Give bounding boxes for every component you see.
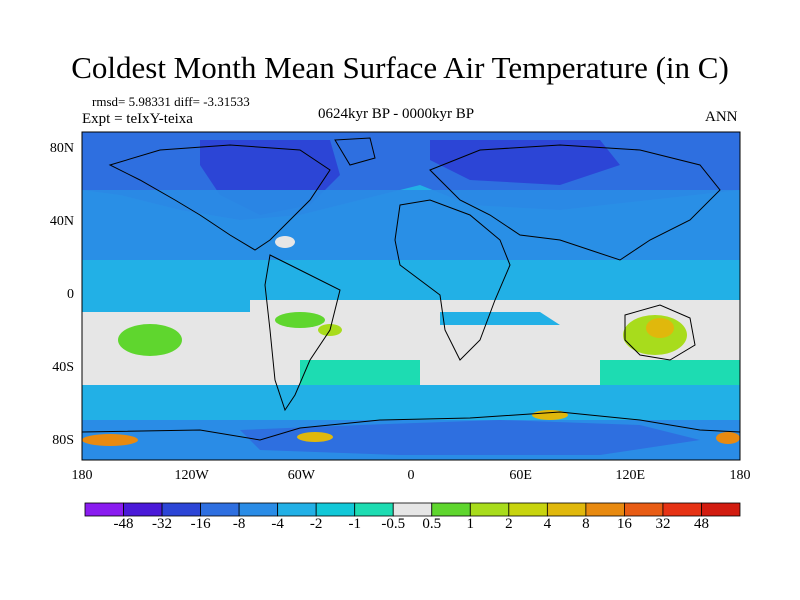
antarctic-warm-east [532, 410, 568, 420]
southern-ocean-band [82, 385, 740, 420]
lon-tick-label: 0 [407, 468, 415, 483]
stats-text: rmsd= 5.98331 diff= -3.31533 [92, 94, 250, 109]
south-america-warm [275, 312, 325, 328]
colorbar-swatch [123, 502, 163, 517]
colorbar-swatch [585, 502, 625, 517]
colorbar-label: 8 [582, 516, 590, 532]
tropical-band [82, 260, 740, 300]
colorbar-label: 48 [693, 516, 709, 532]
antarctica-cold [240, 420, 700, 455]
colorbar-swatch [277, 502, 317, 517]
colorbar-swatch [431, 502, 471, 517]
colorbar-label: -4 [271, 516, 284, 532]
season-text: ANN [705, 109, 738, 125]
lat-tick-label: 80S [52, 432, 74, 448]
map-frame [81, 131, 741, 461]
lon-tick-label: 60E [509, 468, 532, 483]
colorbar-label: -8 [232, 516, 246, 532]
colorbar-swatch [701, 502, 741, 517]
southern-neutral-band [82, 300, 740, 385]
colorbar-label: -16 [190, 516, 211, 532]
lat-tick-label: 0 [67, 287, 74, 302]
indian-ocean-blue [440, 312, 560, 325]
caribbean-neutral [275, 236, 295, 248]
colorbar-swatch [392, 502, 433, 517]
antarctic-warm-peninsula [297, 432, 333, 442]
colorbar-label: 0.5 [422, 516, 442, 532]
antarctic-warm-ross [716, 432, 740, 444]
colorbar-swatch [624, 502, 664, 517]
lon-tick-label: 180 [729, 468, 751, 483]
south-pacific-blue [82, 300, 250, 312]
colorbar-swatch [354, 502, 394, 517]
colorbar-label: -48 [113, 516, 134, 532]
lon-tick-label: 60W [287, 468, 315, 483]
colorbar-label: 4 [543, 516, 552, 532]
colorbar-swatch [546, 502, 587, 517]
lat-tick-label: 40S [52, 359, 74, 375]
lat-tick-label: 40N [49, 214, 74, 230]
colorbar-swatch [84, 502, 124, 517]
south-pacific-warm [118, 324, 182, 356]
experiment-text: Expt = teIxY-teixa [82, 111, 193, 127]
colorbar-label: 16 [616, 516, 632, 532]
lon-tick-label: 120W [174, 468, 209, 483]
south-atlantic-cyan [300, 360, 420, 385]
colorbar-label: 1 [466, 516, 475, 532]
colorbar-swatch [469, 502, 510, 517]
colorbar-swatch [161, 502, 201, 517]
colorbar-swatch [315, 502, 356, 517]
lon-tick-label: 120E [615, 468, 646, 483]
lon-tick-label: 180 [71, 468, 93, 483]
colorbar-label: -0.5 [381, 516, 406, 532]
colorbar-swatch [200, 502, 240, 517]
south-indian-cyan [600, 360, 740, 385]
period-text: 0624kyr BP - 0000kyr BP [318, 106, 475, 122]
australia-hot [646, 318, 674, 338]
colorbar-swatch [662, 502, 702, 517]
antarctic-warm-west [82, 434, 138, 446]
colorbar-label: -32 [152, 516, 173, 532]
colorbar-swatch [508, 502, 548, 517]
lat-tick-label: 80N [49, 141, 74, 157]
colorbar-label: 2 [505, 516, 513, 532]
north-mid-band [82, 190, 740, 260]
colorbar [84, 502, 741, 517]
coastlines [81, 137, 741, 441]
colorbar-swatch [238, 502, 279, 517]
colorbar-label: -1 [348, 516, 361, 532]
colorbar-label: -2 [309, 516, 323, 532]
map-plot-area [81, 131, 741, 461]
map-title: Coldest Month Mean Surface Air Temperatu… [71, 50, 729, 85]
colorbar-label: 32 [655, 516, 671, 532]
